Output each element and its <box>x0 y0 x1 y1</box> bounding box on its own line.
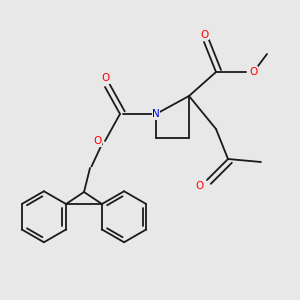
Text: O: O <box>200 29 208 40</box>
Text: O: O <box>101 73 109 83</box>
Text: O: O <box>249 67 257 77</box>
Text: N: N <box>152 109 160 119</box>
Text: O: O <box>196 181 204 191</box>
Text: O: O <box>93 136 102 146</box>
